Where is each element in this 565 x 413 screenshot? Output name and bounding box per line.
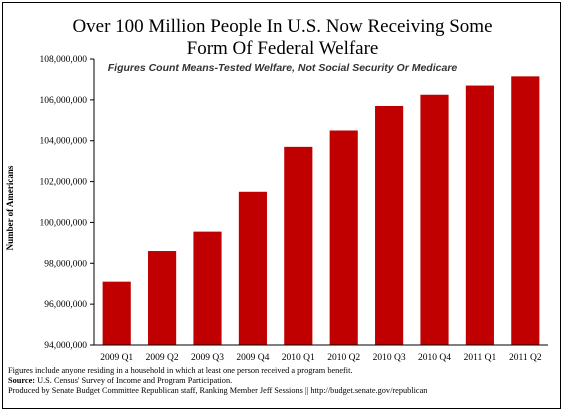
bar [102,281,131,345]
chart-subtitle: Figures Count Means-Tested Welfare, Not … [107,62,458,74]
x-tick-label: 2010 Q2 [327,353,360,363]
bar [375,105,404,345]
x-tick-label: 2010 Q4 [418,353,451,363]
y-tick-label: 102,000,000 [40,178,88,188]
footer-source-text: U.S. Census' Survey of Income and Progra… [35,376,233,385]
bar [329,130,358,345]
x-tick-label: 2011 Q2 [509,353,542,363]
x-tick-label: 2009 Q4 [236,353,269,363]
x-tick-label: 2009 Q2 [146,353,179,363]
bar [465,85,494,346]
y-tick-label: 104,000,000 [40,137,88,147]
bar [238,191,267,345]
y-tick-label: 106,000,000 [40,96,88,106]
footer-source-label: Source: [8,376,36,385]
bar [511,76,540,345]
x-tick-label: 2010 Q1 [282,353,315,363]
bar [420,94,449,345]
y-tick-label: 94,000,000 [44,341,87,351]
bar [148,251,177,345]
x-tick-label: 2009 Q1 [100,353,133,363]
y-tick-label: 96,000,000 [44,300,87,310]
bar [284,146,313,345]
footer-produced-by: Produced by Senate Budget Committee Repu… [8,386,428,395]
y-tick-label: 98,000,000 [44,259,87,269]
footer-note: Figures include anyone residing in a hou… [8,366,353,375]
chart-title-line-2: Form Of Federal Welfare [186,38,379,59]
y-tick-label: 108,000,000 [40,55,88,65]
bar [193,231,222,345]
x-tick-label: 2010 Q3 [373,353,406,363]
y-tick-label: 100,000,000 [40,218,88,228]
chart-title-line-1: Over 100 Million People In U.S. Now Rece… [72,16,493,37]
x-tick-label: 2011 Q1 [464,353,497,363]
footer-source: Source: U.S. Census' Survey of Income an… [8,376,232,386]
x-tick-label: 2009 Q3 [191,353,224,363]
